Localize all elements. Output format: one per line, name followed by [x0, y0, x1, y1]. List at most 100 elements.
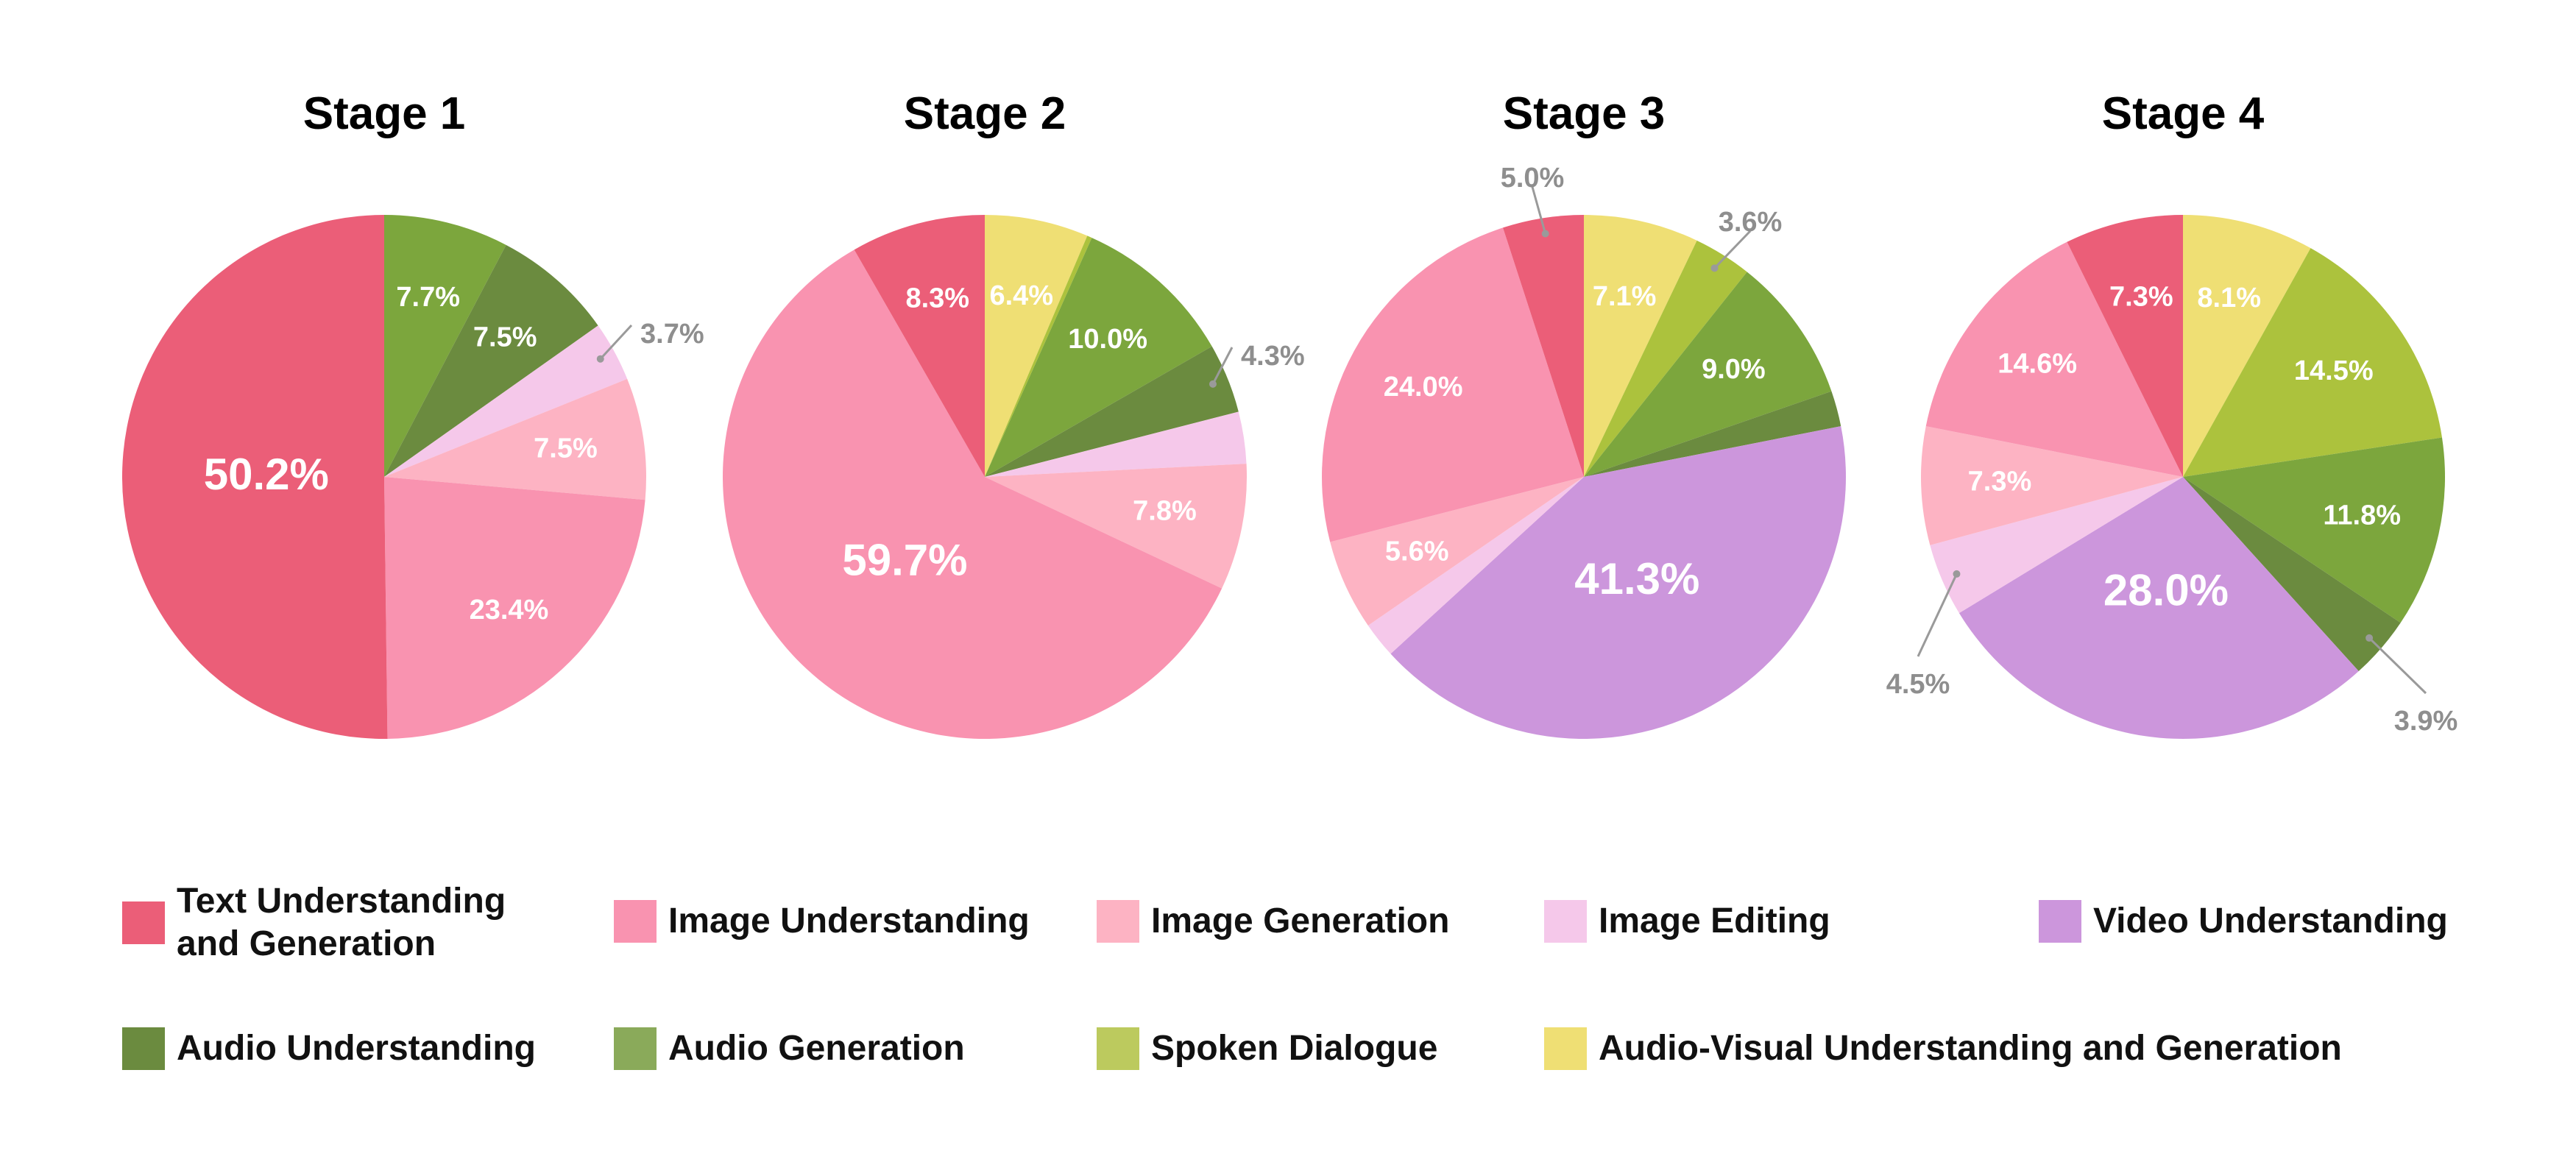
slice-label: 5.0%: [1501, 163, 1565, 194]
legend-label-image-understanding: Image Understanding: [668, 901, 1030, 940]
pie-slice-image-gen: [1921, 426, 2183, 545]
pie-slice-image-und: [384, 477, 645, 739]
slice-label: 23.4%: [470, 595, 549, 626]
leader-dot: [2366, 634, 2374, 642]
legend-item-image-editing: Image Editing: [1544, 900, 1830, 943]
pie-slice-image-edit: [1930, 477, 2183, 614]
pie-slice-image-und: [1322, 227, 1584, 542]
pie-slice-audio-und: [2183, 477, 2401, 672]
slice-label: 7.1%: [1593, 281, 1657, 312]
slice-label: 4.3%: [1241, 341, 1305, 372]
legend-swatch-image-understanding: [614, 900, 657, 943]
legend-swatch-spoken-dialogue: [1097, 1027, 1139, 1070]
chart-title: Stage 2: [904, 88, 1066, 139]
pie-slice-image-edit: [384, 325, 628, 477]
legend-swatch-audio-understanding: [122, 1027, 165, 1070]
slice-label: 5.6%: [1385, 536, 1449, 567]
legend-item-image-understanding: Image Understanding: [614, 900, 1030, 943]
slice-label: 3.7%: [640, 319, 704, 350]
pie-chart-stage-3: Stage 3 7.1% 3.6% 9.0% 41.3% 5.6% 24.0% 5.0%: [1322, 88, 1847, 740]
legend-item-audio-understanding: Audio Understanding: [122, 1027, 536, 1070]
leader-dot: [1541, 230, 1549, 238]
pie-slice-video: [1958, 477, 2359, 740]
legend-swatch-text: [122, 901, 165, 944]
legend-swatch-audio-visual: [1544, 1027, 1587, 1070]
leader-dot: [1209, 380, 1217, 388]
legend-label-video-understanding: Video Understanding: [2093, 901, 2448, 940]
pie-chart-stage-1: Stage 1 7.7% 7.5% 3.7% 7.5% 23.4% 50.2%: [121, 88, 704, 740]
legend-item-image-generation: Image Generation: [1097, 900, 1449, 943]
legend-swatch-video-understanding: [2039, 900, 2081, 943]
slice-label: 3.9%: [2394, 706, 2458, 737]
slice-label: 7.3%: [2109, 281, 2173, 312]
legend-label-audio-understanding: Audio Understanding: [177, 1029, 536, 1068]
leader-dot: [1710, 264, 1719, 272]
pie-slice-image-und: [722, 249, 1222, 740]
leader-line: [1531, 186, 1547, 234]
leader-dot: [596, 355, 604, 363]
pie-slice-audio-gen: [985, 238, 1212, 477]
legend-label-image-editing: Image Editing: [1599, 901, 1830, 940]
pie-slice-image-gen: [985, 464, 1247, 589]
slice-label: 8.1%: [2197, 283, 2261, 313]
pie-slice-text: [1502, 215, 1584, 477]
legend-label-image-generation: Image Generation: [1151, 901, 1450, 940]
slice-label: 4.5%: [1886, 669, 1950, 700]
chart-title: Stage 1: [303, 88, 466, 139]
slice-label: 3.6%: [1719, 207, 1783, 238]
pie-slice-image-gen: [384, 378, 646, 500]
leader-line: [1211, 347, 1234, 385]
leader-dot: [1953, 570, 1961, 578]
leader-line: [2368, 637, 2427, 695]
legend-item-audio-generation: Audio Generation: [614, 1027, 965, 1070]
legend-label-audio-visual: Audio-Visual Understanding and Generatio…: [1599, 1029, 2342, 1068]
pie-slice-audio-gen: [384, 215, 506, 477]
pie-slice-audio-gen: [1584, 272, 1832, 477]
legend-swatch-audio-generation: [614, 1027, 657, 1070]
legend-label-spoken-dialogue: Spoken Dialogue: [1151, 1029, 1438, 1068]
pie-slice-spoken: [1584, 240, 1747, 477]
leader-line: [1713, 230, 1752, 269]
pie-slice-text: [2067, 215, 2183, 477]
legend-item-audio-visual: Audio-Visual Understanding and Generatio…: [1544, 1027, 2342, 1070]
pie-slice-image-edit: [1367, 477, 1584, 654]
slice-label: 41.3%: [1574, 554, 1699, 603]
slice-label: 50.2%: [204, 450, 329, 499]
pie-slice-audio-gen: [2183, 437, 2445, 623]
legend-item-video-understanding: Video Understanding: [2039, 900, 2448, 943]
leader-line: [1917, 573, 1958, 657]
pie-chart-stage-4: Stage 4 8.1% 14.5% 11.8% 3.9% 28.0% 4.5% 7.3% 14…: [1886, 88, 2458, 740]
slice-label: 59.7%: [842, 536, 967, 585]
slice-label: 28.0%: [2103, 565, 2229, 614]
slice-label: 14.6%: [1998, 349, 2077, 380]
pie-slice-image-und: [1925, 241, 2183, 477]
legend-swatch-image-generation: [1097, 900, 1139, 943]
pie-slice-audio-und: [384, 244, 598, 477]
legend-item-spoken-dialogue: Spoken Dialogue: [1097, 1027, 1437, 1070]
slice-label: 9.0%: [1702, 354, 1766, 385]
slice-label: 24.0%: [1384, 372, 1463, 403]
pie-slice-audio-und: [985, 346, 1239, 477]
pie-slice-av: [985, 215, 1088, 477]
slice-label: 11.8%: [2323, 500, 2401, 531]
pie-slice-audio-und: [1584, 391, 1841, 477]
pie-chart-stage-2: Stage 2 6.4% 10.0% 4.3% 7.8% 59.7% 8.3%: [722, 88, 1305, 740]
pie-slice-spoken: [2183, 248, 2442, 477]
slice-label: 6.4%: [989, 280, 1053, 311]
pie-slice-image-edit: [985, 411, 1247, 477]
leader-line: [599, 324, 633, 360]
legend-label-text: Text Understanding and Generation: [177, 882, 506, 963]
slice-label: 14.5%: [2294, 355, 2374, 386]
slice-label: 7.8%: [1133, 495, 1197, 526]
chart-title: Stage 3: [1503, 88, 1666, 139]
legend-swatch-image-editing: [1544, 900, 1587, 943]
legend-item-text: Text Understanding and Generation: [122, 880, 559, 966]
slice-label: 7.5%: [534, 433, 598, 464]
pie-slice-image-gen: [1330, 477, 1584, 626]
slice-label: 7.7%: [396, 282, 460, 313]
pie-slice-av: [2183, 215, 2311, 477]
legend-label-audio-generation: Audio Generation: [668, 1029, 965, 1068]
pie-slice-text: [854, 215, 985, 477]
